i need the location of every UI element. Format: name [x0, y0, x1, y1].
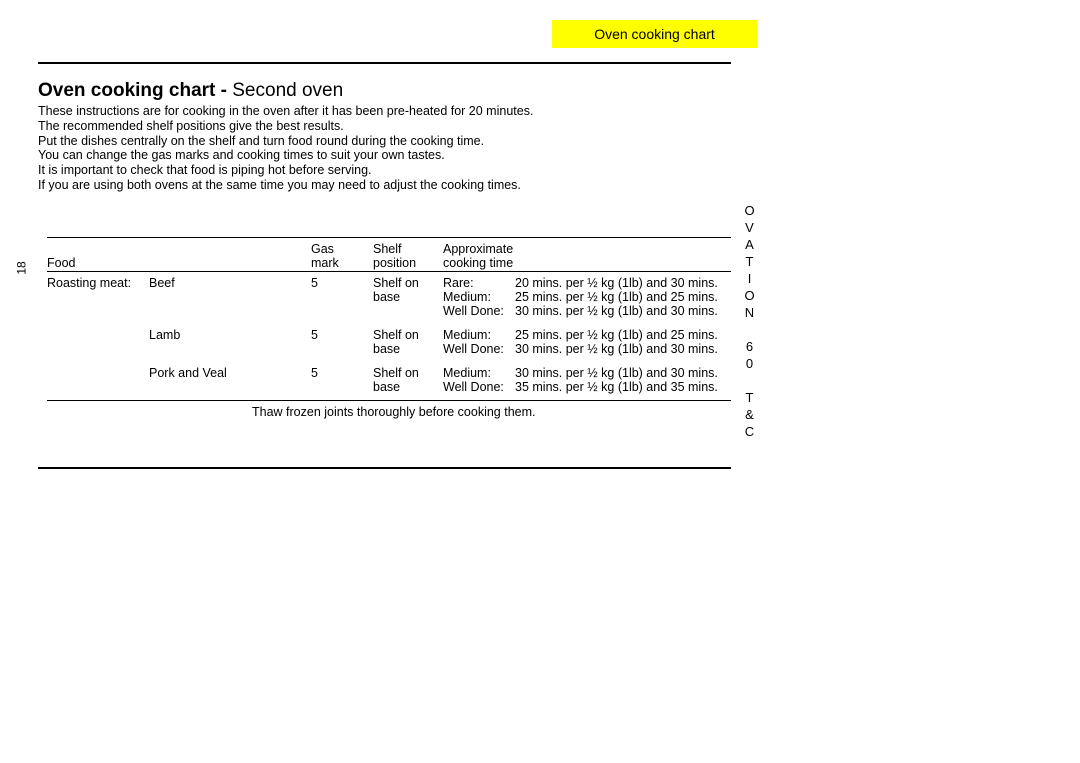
cell-gas: 5 [311, 326, 373, 342]
title-suffix: Second oven [227, 80, 343, 101]
cell-shelf: Shelf on base [373, 274, 443, 304]
cooking-table: Food Gas mark Shelf position Approximate… [47, 240, 731, 419]
table-body: Roasting meat: Beef 5 Shelf on base Rare… [47, 272, 731, 401]
cell-time: 20 mins. per ½ kg (1lb) and 30 mins. 25 … [515, 274, 731, 318]
col-gas: Gas mark [311, 242, 373, 270]
col-doneness: Approximate cooking time [443, 242, 515, 270]
table-row: Lamb 5 Shelf on base Medium: Well Done: … [47, 324, 731, 362]
intro-line: If you are using both ovens at the same … [38, 178, 533, 193]
intro-line: It is important to check that food is pi… [38, 163, 533, 178]
col-food-label: Food [47, 256, 149, 270]
col-sub [149, 242, 311, 256]
cell-doneness: Medium: Well Done: [443, 364, 515, 394]
cell-doneness: Rare: Medium: Well Done: [443, 274, 515, 318]
intro-line: Put the dishes centrally on the shelf an… [38, 134, 533, 149]
cell-shelf: Shelf on base [373, 326, 443, 356]
cell-sub: Beef [149, 274, 311, 290]
rule-mid [47, 237, 731, 238]
cell-time: 25 mins. per ½ kg (1lb) and 25 mins. 30 … [515, 326, 731, 356]
cell-shelf: Shelf on base [373, 364, 443, 394]
cell-gas: 5 [311, 364, 373, 380]
col-shelf: Shelf position [373, 242, 443, 270]
intro-line: You can change the gas marks and cooking… [38, 148, 533, 163]
page-number: 18 [15, 261, 29, 274]
intro-block: These instructions are for cooking in th… [38, 104, 533, 193]
table-header-row: Food Gas mark Shelf position Approximate… [47, 240, 731, 272]
intro-line: The recommended shelf positions give the… [38, 119, 533, 134]
col-food: Food [47, 242, 149, 270]
intro-line: These instructions are for cooking in th… [38, 104, 533, 119]
cell-gas: 5 [311, 274, 373, 290]
cell-category [47, 326, 149, 328]
rule-top [38, 62, 731, 64]
rule-bottom [38, 467, 731, 469]
cell-doneness: Medium: Well Done: [443, 326, 515, 356]
table-row: Pork and Veal 5 Shelf on base Medium: We… [47, 362, 731, 400]
cell-sub: Lamb [149, 326, 311, 342]
page-title: Oven cooking chart - Second oven [38, 80, 343, 102]
section-tab: Oven cooking chart [552, 20, 757, 48]
cell-category: Roasting meat: [47, 274, 149, 290]
cell-category [47, 364, 149, 366]
cell-time: 30 mins. per ½ kg (1lb) and 30 mins. 35 … [515, 364, 731, 394]
table-row: Roasting meat: Beef 5 Shelf on base Rare… [47, 272, 731, 324]
cell-sub: Pork and Veal [149, 364, 311, 380]
col-time [515, 242, 731, 256]
section-tab-label: Oven cooking chart [594, 26, 715, 42]
title-prefix: Oven cooking chart - [38, 80, 227, 101]
table-footnote: Thaw frozen joints thoroughly before coo… [47, 401, 731, 419]
side-model-label: OVATION 60 T&C [742, 203, 757, 441]
